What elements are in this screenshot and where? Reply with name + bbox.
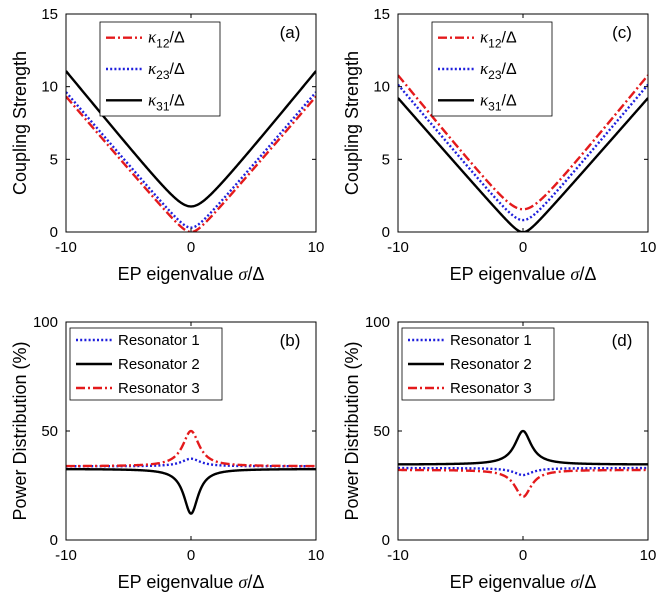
x-tick-label: 10 (308, 547, 325, 564)
legend: κ12/Δ κ23/Δ κ31/Δ (431, 21, 553, 117)
y-tick-label: 100 (33, 314, 58, 331)
series-line-2 (398, 83, 648, 222)
legend-entry-3: Resonator 3 (450, 380, 532, 397)
legend: Resonator 1 Resonator 2 Resonator 3 (69, 327, 223, 401)
legend-entry-2: κ23/Δ (148, 59, 185, 82)
x-tick-label: -10 (55, 239, 77, 256)
y-tick-label: 0 (382, 532, 390, 549)
y-tick-label: 0 (50, 224, 58, 241)
x-tick-label: 0 (187, 239, 195, 256)
y-tick-label: 50 (373, 423, 390, 440)
x-axis-label: EP eigenvalue σ/Δ (450, 264, 597, 284)
legend-entry-2: Resonator 2 (450, 356, 532, 373)
y-tick-label: 50 (41, 423, 58, 440)
x-tick-label: 0 (519, 547, 527, 564)
x-axis-label: EP eigenvalue σ/Δ (118, 572, 265, 592)
panel-tag: (a) (280, 23, 301, 42)
series-line-3 (398, 97, 648, 232)
series-line-3 (66, 429, 316, 468)
y-tick-label: 100 (365, 314, 390, 331)
series-line-2 (66, 91, 316, 229)
series-line-3 (398, 468, 648, 499)
x-tick-label: 10 (640, 239, 657, 256)
series-line-2 (398, 429, 648, 466)
y-tick-label: 10 (373, 79, 390, 96)
y-axis-label: Power Distribution (%) (10, 341, 30, 520)
series-line-1 (66, 95, 316, 232)
legend-entry-1: κ12/Δ (480, 28, 517, 51)
series-line-2 (66, 467, 316, 515)
legend-entry-1: Resonator 1 (450, 332, 532, 349)
y-axis-label: Coupling Strength (342, 51, 362, 195)
panel-tag: (c) (612, 23, 632, 42)
series-line-3 (66, 70, 316, 208)
legend-entry-1: Resonator 1 (118, 332, 200, 349)
panel-tag: (b) (280, 331, 301, 350)
x-axis-label: EP eigenvalue σ/Δ (118, 264, 265, 284)
panel-tag: (d) (612, 331, 633, 350)
x-tick-label: -10 (55, 547, 77, 564)
y-tick-label: 10 (41, 79, 58, 96)
y-axis-label: Coupling Strength (10, 51, 30, 195)
x-tick-label: 10 (640, 547, 657, 564)
x-tick-label: -10 (387, 547, 409, 564)
legend: Resonator 1 Resonator 2 Resonator 3 (401, 327, 555, 401)
legend: κ12/Δ κ23/Δ κ31/Δ (99, 21, 221, 117)
y-tick-label: 0 (382, 224, 390, 241)
y-axis-label: Power Distribution (%) (342, 341, 362, 520)
legend-entry-3: κ31/Δ (480, 90, 517, 113)
y-tick-label: 15 (41, 6, 58, 23)
x-tick-label: 0 (519, 239, 527, 256)
y-tick-label: 5 (50, 151, 58, 168)
legend-entry-3: κ31/Δ (148, 90, 185, 113)
y-tick-label: 5 (382, 151, 390, 168)
legend-entry-1: κ12/Δ (148, 28, 185, 51)
x-axis-label: EP eigenvalue σ/Δ (450, 572, 597, 592)
legend-entry-2: Resonator 2 (118, 356, 200, 373)
legend-entry-3: Resonator 3 (118, 380, 200, 397)
x-tick-label: 0 (187, 547, 195, 564)
y-tick-label: 0 (50, 532, 58, 549)
x-tick-label: 10 (308, 239, 325, 256)
legend-entry-2: κ23/Δ (480, 59, 517, 82)
y-tick-label: 15 (373, 6, 390, 23)
x-tick-label: -10 (387, 239, 409, 256)
